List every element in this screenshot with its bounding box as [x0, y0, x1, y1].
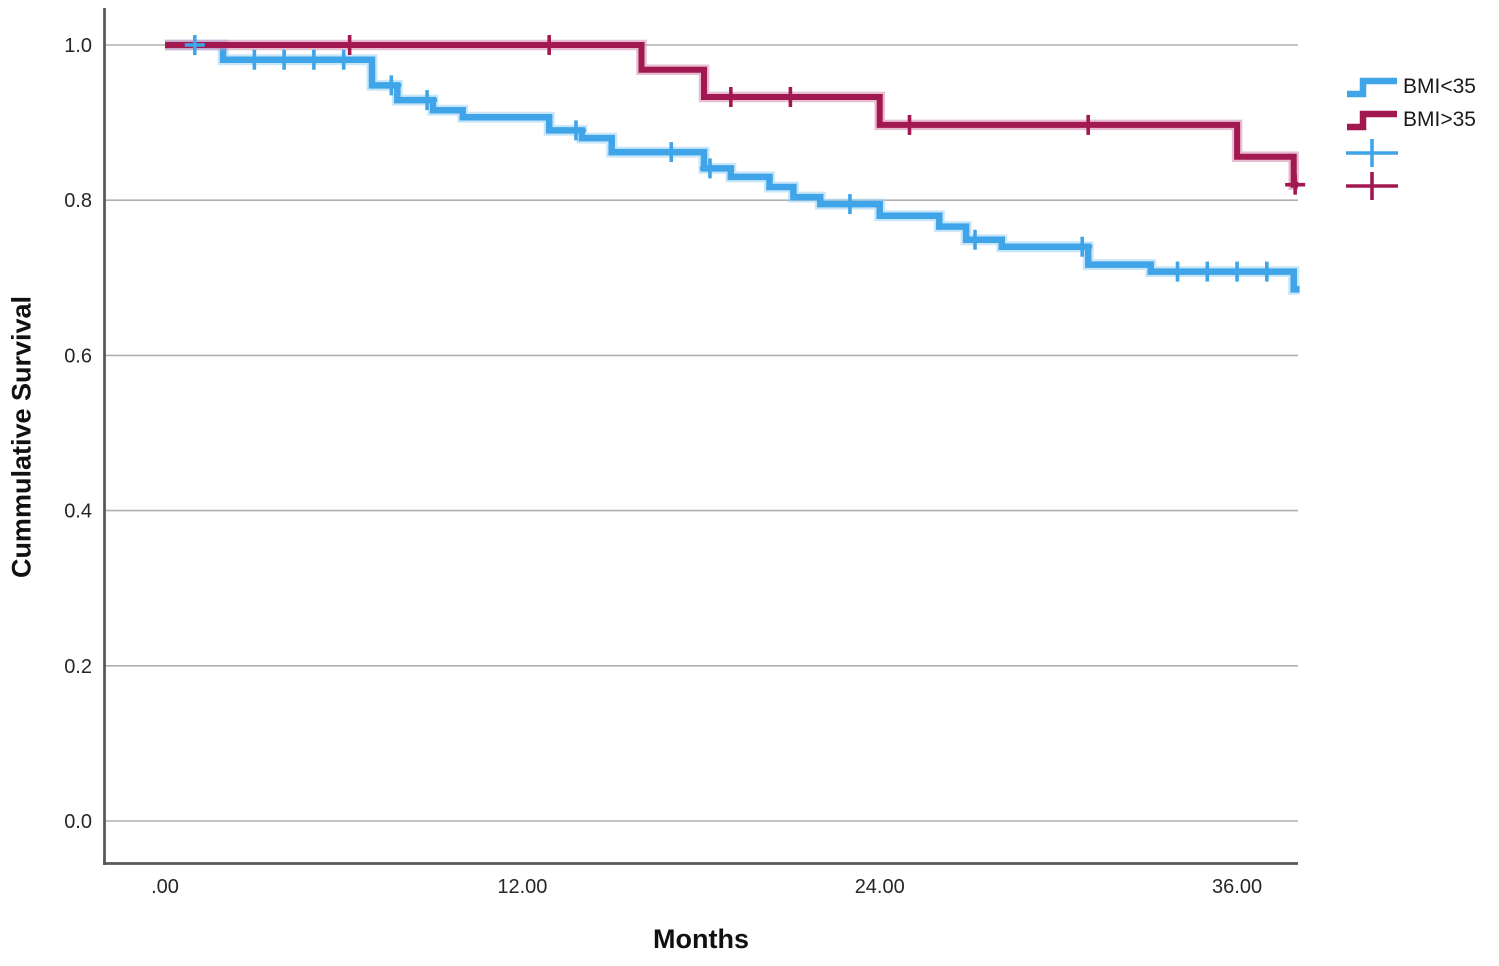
legend: BMI<35 BMI>35 — [1345, 70, 1476, 202]
legend-entry — [1345, 169, 1476, 202]
legend-step-line-glyph — [1347, 77, 1397, 97]
censor-marks-1 — [339, 35, 1306, 195]
legend-entry: BMI<35 — [1345, 70, 1476, 103]
x-tick-label: 24.00 — [855, 876, 905, 898]
y-tick-label: 0.8 — [64, 190, 92, 212]
y-tick-label: 0.4 — [64, 501, 92, 523]
y-tick-label: 0.6 — [64, 345, 92, 367]
y-axis-title: Cummulative Survival — [6, 295, 37, 579]
x-tick-label: .00 — [151, 876, 179, 898]
survival-curve-0 — [165, 41, 1300, 293]
legend-entry — [1345, 136, 1476, 169]
legend-step-line-icon — [1347, 110, 1397, 130]
legend-censor-plus-icon — [1346, 171, 1398, 200]
y-tick-label: 1.0 — [64, 35, 92, 57]
legend-step-line-icon — [1347, 77, 1397, 97]
x-axis-title: Months — [653, 924, 749, 954]
censor-marks-0 — [184, 35, 1277, 282]
legend-step-line-glyph — [1347, 110, 1397, 130]
y-tick-label: 0.2 — [64, 656, 92, 678]
survival-curve-1 — [165, 42, 1299, 188]
legend-entry: BMI>35 — [1345, 103, 1476, 136]
x-tick-label: 36.00 — [1212, 876, 1262, 898]
legend-label: BMI<35 — [1403, 74, 1476, 98]
y-tick-label: 0.0 — [64, 811, 92, 833]
legend-censor-plus-icon — [1346, 138, 1398, 167]
legend-label: BMI>35 — [1403, 107, 1476, 131]
x-tick-label: 12.00 — [497, 876, 547, 898]
